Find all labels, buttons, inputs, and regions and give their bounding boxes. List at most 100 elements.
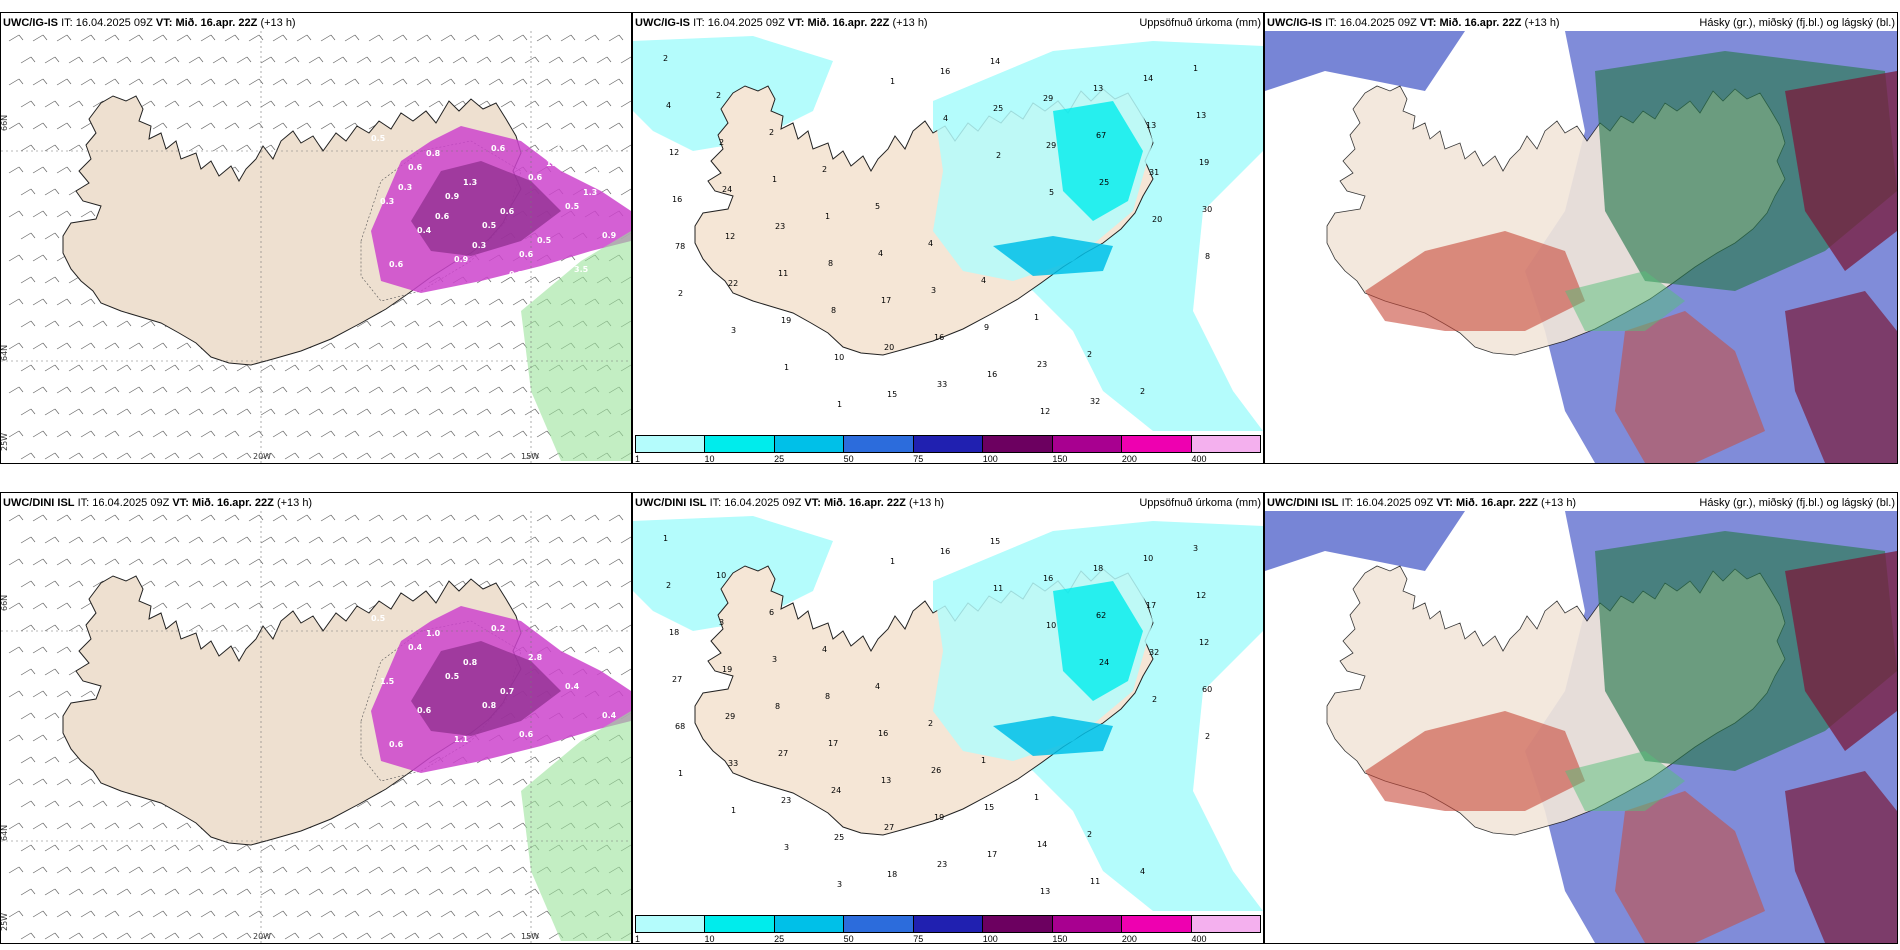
wind-value-label: 0.2: [509, 270, 523, 279]
precip-value-label: 2: [996, 151, 1001, 160]
precip-value-label: 25: [993, 104, 1003, 113]
precip-value-label: 3: [1193, 544, 1198, 553]
precip-value-label: 32: [1090, 397, 1100, 406]
precip-value-label: 2: [822, 165, 827, 174]
precip-value-label: 13: [1040, 887, 1050, 896]
precip-value-label: 19: [1199, 158, 1209, 167]
lon-label: 15W: [521, 932, 539, 941]
precip-value-label: 10: [716, 571, 726, 580]
wind-value-label: 0.5: [593, 648, 608, 657]
wind-value-label: 1.0: [426, 629, 441, 638]
precip-value-label: 17: [828, 739, 838, 748]
wind-value-label: 0.6: [435, 212, 450, 221]
panel-clouds-top: UWC/IG-IS IT: 16.04.2025 09Z VT: Mið. 16…: [1264, 12, 1898, 464]
precip-value-label: 19: [781, 316, 791, 325]
colorbar-swatch: [844, 436, 914, 452]
precip-value-label: 15: [990, 537, 1000, 546]
panel-title: Hásky (gr.), miðský (fj.bl.) og lágský (…: [1699, 17, 1895, 29]
lon-label: 15W: [521, 452, 539, 461]
precip-value-label: 17: [987, 850, 997, 859]
lat-label: 64N: [1, 345, 9, 361]
precip-value-label: 29: [725, 712, 735, 721]
colorbar-swatch: [913, 436, 984, 452]
panel-header: UWC/DINI ISL IT: 16.04.2025 09Z VT: Mið.…: [1267, 497, 1895, 509]
wind-value-label: 0.2: [491, 624, 505, 633]
precip-value-label: 1: [890, 77, 895, 86]
colorbar-tick-label: 1: [635, 934, 641, 944]
precip-value-label: 5: [1049, 188, 1054, 197]
precip-value-label: 67: [1096, 131, 1106, 140]
precip-value-label: 4: [981, 276, 986, 285]
precip-value-label: 4: [928, 239, 933, 248]
precip-value-label: 4: [1140, 867, 1145, 876]
precip-value-label: 1: [837, 400, 842, 409]
precip-value-label: 1: [784, 363, 789, 372]
precip-value-label: 8: [775, 702, 780, 711]
model-name: UWC/DINI ISL: [1267, 497, 1339, 509]
precip-value-label: 6: [769, 608, 774, 617]
precip-value-label: 2: [928, 719, 933, 728]
precip-value-label: 10: [834, 353, 844, 362]
colorbar-tick-label: 25: [774, 934, 785, 944]
wind-value-label: 1.3: [463, 178, 477, 187]
model-name: UWC/IG-IS: [635, 17, 690, 29]
precip-value-label: 8: [828, 259, 833, 268]
precip-value-label: 12: [725, 232, 735, 241]
precip-value-label: 1: [678, 769, 683, 778]
precip-value-label: 2: [1087, 830, 1092, 839]
precip-value-label: 11: [993, 584, 1003, 593]
precip-value-label: 2: [1140, 387, 1145, 396]
colorbar-swatch: [844, 916, 914, 932]
precip-value-label: 30: [1202, 205, 1212, 214]
colorbar-tick-label: 50: [843, 934, 854, 944]
panel-header: UWC/DINI ISL IT: 16.04.2025 09Z VT: Mið.…: [3, 497, 313, 509]
wind-value-label: 0.5: [565, 202, 580, 211]
precip-value-label: 12: [1040, 407, 1050, 416]
colorbar-swatch: [1122, 916, 1192, 932]
precip-value-label: 29: [1046, 141, 1056, 150]
wind-value-label: 0.5: [482, 221, 497, 230]
precip-value-label: 4: [875, 682, 880, 691]
precip-value-label: 78: [675, 242, 685, 251]
panel-wind-top: UWC/IG-IS IT: 16.04.2025 09Z VT: Mið. 16…: [0, 12, 632, 464]
precip-value-label: 13: [1146, 121, 1156, 130]
wind-value-label: 0.9: [602, 231, 617, 240]
wind-value-label: 0.4: [565, 682, 580, 691]
model-name: UWC/DINI ISL: [3, 497, 75, 509]
precip-value-label: 62: [1096, 611, 1106, 620]
wind-value-label: 1.5: [380, 677, 395, 686]
colorbar-tick-label: 1: [635, 454, 641, 464]
lat-label: 66N: [1, 115, 9, 131]
lat-label: 66N: [1, 595, 9, 611]
wind-value-label: 0.3: [398, 183, 412, 192]
colorbar-tick-label: 25: [774, 454, 785, 464]
precip-value-label: 3: [772, 655, 777, 664]
wind-value-label: 0.5: [593, 168, 608, 177]
precip-value-label: 26: [931, 766, 941, 775]
colorbar-tick-label: 200: [1121, 454, 1137, 464]
colorbar-swatch: [983, 916, 1053, 932]
precip-value-label: 2: [663, 54, 668, 63]
lon-label: 20W: [253, 452, 271, 461]
precip-value-label: 8: [831, 306, 836, 315]
colorbar-tick-label: 10: [704, 934, 715, 944]
precip-value-label: 1: [1034, 793, 1039, 802]
colorbar-tick-label: 400: [1191, 454, 1207, 464]
precip-value-label: 25: [834, 833, 844, 842]
precip-value-label: 27: [884, 823, 894, 832]
colorbar-swatch: [913, 916, 984, 932]
precip-value-label: 4: [666, 101, 671, 110]
precip-value-label: 1: [772, 175, 777, 184]
wind-value-label: 3.5: [574, 265, 589, 274]
precip-value-label: 23: [1037, 360, 1047, 369]
wind-value-label: 0.8: [463, 658, 478, 667]
precip-value-label: 24: [1099, 658, 1109, 667]
wind-value-label: 0.5: [611, 154, 626, 163]
wind-value-label: 0.5: [537, 236, 552, 245]
precip-value-label: 3: [931, 286, 936, 295]
precip-value-label: 32: [1149, 648, 1159, 657]
wind-value-label: 0.6: [417, 706, 432, 715]
colorbar-swatch: [636, 916, 706, 932]
panel-header: UWC/IG-IS IT: 16.04.2025 09Z VT: Mið. 16…: [635, 17, 1261, 29]
colorbar-swatch: [774, 916, 845, 932]
